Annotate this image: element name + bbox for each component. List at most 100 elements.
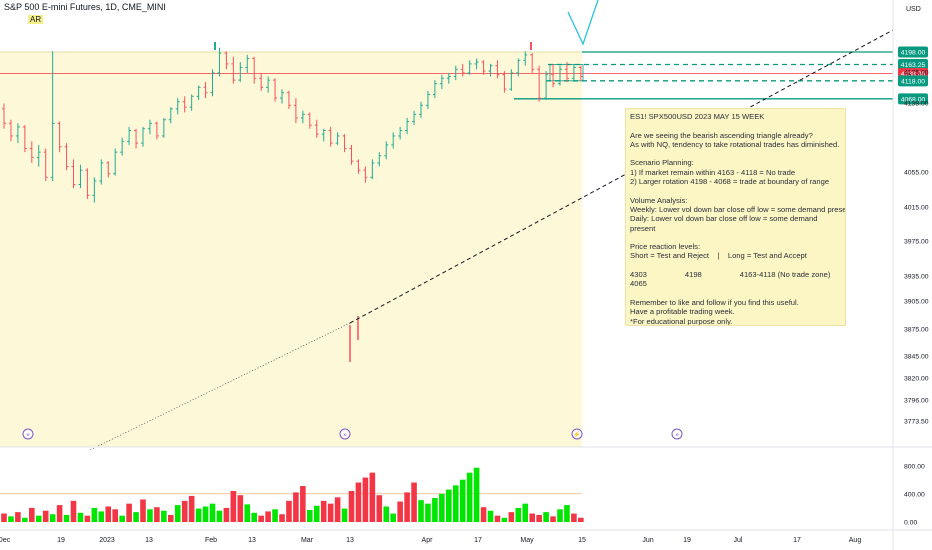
volume-bar-30 — [209, 503, 216, 522]
volume-bar-61 — [425, 503, 431, 522]
volume-bar-73 — [508, 512, 515, 522]
volume-bar-22 — [154, 507, 160, 522]
ascending-trendline — [349, 29, 894, 324]
volume-bar-5 — [35, 515, 42, 522]
price-tick-11: 3773.50 — [904, 419, 929, 426]
volume-bar-64 — [446, 489, 452, 522]
volume-bar-42 — [293, 492, 299, 522]
volume-bar-6 — [42, 510, 49, 522]
volume-bar-51 — [355, 482, 362, 522]
volume-tick-1: 400.00 — [904, 492, 925, 499]
level-label-2: 4138.00 — [901, 71, 926, 78]
volume-bar-53 — [369, 472, 376, 522]
volume-bar-52 — [362, 477, 369, 522]
volume-bar-25 — [174, 505, 181, 522]
volume-bar-46 — [320, 500, 327, 522]
volume-bar-60 — [418, 500, 424, 522]
time-label-1: 19 — [57, 537, 65, 544]
volume-bar-8 — [56, 505, 63, 522]
price-tick-5: 3935.00 — [904, 274, 929, 281]
event-icon-glyph-2: ⚡ — [573, 431, 580, 439]
volume-bar-34 — [237, 495, 244, 522]
time-label-8: Apr — [422, 537, 434, 544]
level-label-bg-3 — [898, 75, 928, 87]
volume-bar-75 — [522, 503, 529, 522]
volume-bar-78 — [543, 512, 549, 522]
level-label-4: 4068.00 — [901, 96, 926, 103]
volume-tick-2: 0.00 — [904, 520, 917, 527]
time-label-3: 13 — [145, 537, 153, 544]
volume-bar-39 — [272, 509, 278, 522]
volume-bar-58 — [404, 492, 410, 522]
volume-bar-69 — [480, 507, 487, 522]
time-label-4: Feb — [205, 537, 217, 544]
volume-bar-35 — [244, 504, 251, 522]
volume-bar-49 — [341, 508, 348, 522]
volume-bar-48 — [334, 497, 341, 522]
price-tick-4: 3975.00 — [904, 239, 929, 246]
volume-tick-0: 800.00 — [904, 464, 925, 471]
volume-bar-76 — [529, 513, 535, 522]
indicator-badge[interactable]: AR — [28, 15, 44, 24]
volume-bar-40 — [279, 514, 285, 522]
volume-bar-67 — [466, 472, 473, 522]
volume-bar-20 — [140, 499, 146, 522]
volume-bar-41 — [286, 500, 292, 522]
volume-bar-74 — [515, 507, 522, 522]
volume-bar-12 — [84, 515, 91, 522]
chart-title: S&P 500 E-mini Futures, 1D, CME_MINI — [4, 2, 166, 12]
volume-bar-44 — [307, 510, 313, 522]
volume-bar-43 — [300, 486, 306, 522]
volume-bar-0 — [1, 513, 7, 522]
volume-bar-23 — [161, 510, 167, 522]
volume-bar-77 — [536, 514, 542, 522]
event-icon-glyph-3: » — [675, 433, 679, 439]
volume-bar-80 — [557, 509, 563, 522]
time-label-16: Aug — [849, 537, 862, 544]
volume-bar-57 — [397, 501, 403, 522]
volume-bar-83 — [578, 517, 584, 522]
volume-bar-82 — [571, 513, 577, 522]
volume-bar-37 — [258, 515, 264, 522]
v-annotation — [567, 0, 599, 46]
event-icon-3 — [671, 428, 683, 440]
volume-bar-15 — [105, 506, 112, 522]
volume-bar-1 — [8, 516, 14, 522]
volume-bar-62 — [432, 498, 438, 522]
price-tick-2: 4055.00 — [904, 170, 929, 177]
price-tick-7: 3875.00 — [904, 327, 929, 334]
time-label-5: 13 — [248, 537, 256, 544]
volume-bar-38 — [265, 511, 271, 522]
time-label-11: 15 — [578, 537, 586, 544]
volume-bar-31 — [216, 510, 223, 522]
time-label-12: Jun — [642, 537, 653, 544]
volume-bar-79 — [550, 516, 556, 522]
volume-bar-72 — [501, 517, 508, 522]
volume-bar-68 — [473, 467, 480, 522]
event-icon-1 — [339, 428, 351, 440]
volume-bar-32 — [223, 507, 230, 522]
price-tick-8: 3845.00 — [904, 354, 929, 361]
time-label-2: 2023 — [99, 537, 115, 544]
volume-bar-7 — [49, 514, 56, 522]
price-tick-9: 3820.00 — [904, 376, 929, 383]
volume-bar-18 — [126, 503, 132, 522]
analysis-note[interactable]: ES1! SPX500USD 2023 MAY 15 WEEK Are we s… — [625, 108, 846, 326]
volume-bar-71 — [494, 515, 501, 522]
time-label-13: 19 — [683, 537, 691, 544]
volume-bar-56 — [390, 513, 396, 522]
price-tick-0: 4175.00 — [904, 70, 929, 77]
time-label-10: May — [520, 537, 534, 544]
time-label-15: 17 — [793, 537, 801, 544]
price-tick-6: 3905.00 — [904, 299, 929, 306]
event-icon-2 — [571, 428, 583, 440]
volume-bar-63 — [439, 493, 445, 522]
volume-bar-10 — [70, 500, 77, 522]
volume-bar-47 — [327, 503, 334, 522]
time-label-14: Jul — [734, 537, 743, 544]
volume-bar-24 — [168, 514, 174, 522]
level-label-0: 4198.00 — [901, 50, 926, 57]
time-label-6: Mar — [301, 537, 314, 544]
price-axis-currency: USD — [906, 6, 921, 13]
